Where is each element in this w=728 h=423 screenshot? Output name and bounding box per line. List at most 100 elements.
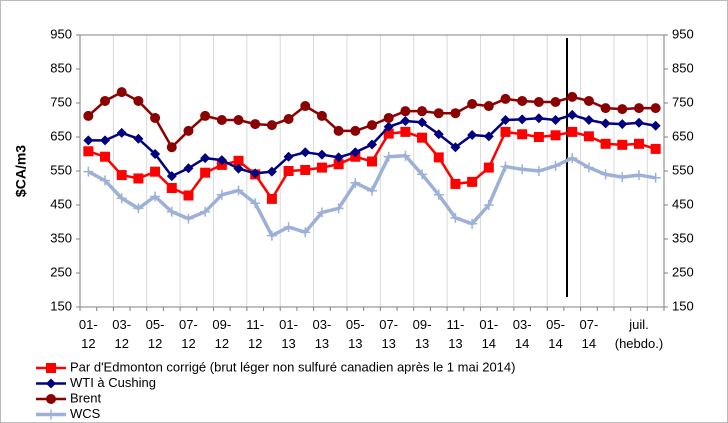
y2-tick-label: 750	[672, 94, 694, 109]
marker	[116, 170, 127, 181]
marker	[617, 119, 628, 130]
marker	[83, 166, 94, 177]
marker	[400, 106, 411, 117]
marker	[583, 115, 594, 125]
marker	[250, 168, 261, 179]
marker	[250, 119, 261, 130]
marker	[216, 115, 227, 125]
marker	[550, 130, 561, 141]
marker	[46, 394, 56, 404]
marker	[600, 103, 611, 114]
marker	[100, 95, 111, 106]
marker	[216, 189, 227, 200]
marker	[450, 108, 461, 119]
y-tick-label: 350	[50, 230, 72, 245]
x-tick-label: 11- 13	[446, 317, 465, 351]
marker	[367, 185, 377, 196]
marker	[333, 203, 344, 214]
marker	[617, 139, 628, 150]
y-tick-label: 250	[50, 264, 72, 279]
marker	[567, 109, 578, 120]
marker	[100, 175, 111, 186]
marker	[533, 96, 544, 107]
marker	[83, 146, 94, 157]
marker	[500, 93, 511, 104]
marker	[83, 135, 94, 146]
y2-tick-label: 150	[672, 298, 694, 313]
y-tick-label: 450	[50, 196, 72, 211]
marker	[266, 120, 277, 131]
marker	[467, 129, 478, 140]
marker	[166, 183, 177, 193]
marker	[633, 103, 644, 114]
marker	[650, 143, 661, 154]
marker	[133, 133, 144, 144]
marker	[550, 160, 561, 171]
series	[83, 87, 661, 153]
marker	[433, 189, 444, 200]
marker	[550, 115, 561, 125]
x-tick-label: 01- 13	[279, 317, 298, 351]
y-axis-label: $CA/m3	[13, 145, 29, 197]
marker	[467, 176, 478, 187]
x-tick-label: 09- 12	[212, 317, 232, 351]
marker	[650, 172, 661, 183]
marker	[300, 101, 311, 112]
marker	[633, 170, 644, 181]
marker	[350, 147, 361, 158]
marker	[483, 200, 494, 210]
marker	[200, 206, 211, 217]
x-tick-label: 07- 12	[179, 317, 198, 351]
marker	[250, 198, 261, 209]
marker	[150, 191, 161, 202]
marker	[517, 114, 528, 125]
marker	[316, 149, 327, 160]
marker	[383, 121, 394, 132]
marker	[383, 151, 394, 162]
x-tick-label: 01- 14	[479, 317, 499, 351]
marker	[450, 142, 461, 153]
marker	[300, 147, 311, 158]
x-tick-label: 05- 13	[345, 317, 365, 351]
y-tick-label: 650	[50, 128, 72, 143]
y-tick-label: 150	[50, 298, 72, 313]
marker	[183, 125, 194, 136]
marker	[216, 155, 227, 166]
marker	[500, 126, 511, 137]
marker	[200, 153, 211, 164]
marker	[266, 230, 277, 241]
marker	[233, 115, 244, 125]
marker	[600, 118, 611, 129]
marker	[46, 378, 56, 389]
marker	[650, 103, 661, 114]
marker	[133, 95, 144, 106]
marker	[567, 126, 578, 137]
marker	[583, 131, 594, 142]
marker	[166, 206, 177, 217]
marker	[517, 129, 528, 140]
marker	[450, 212, 461, 223]
marker	[233, 163, 244, 174]
marker	[500, 115, 511, 125]
marker	[300, 227, 311, 238]
marker	[333, 152, 344, 163]
marker	[633, 117, 644, 128]
marker	[183, 213, 194, 224]
marker	[600, 169, 611, 180]
x-tick-label: 03- 13	[312, 317, 332, 351]
y2-tick-label: 350	[672, 230, 694, 245]
marker	[100, 151, 111, 162]
legend-label: WTI à Cushing	[70, 375, 156, 390]
marker	[417, 169, 428, 180]
marker	[517, 95, 528, 106]
y-tick-label: 950	[50, 26, 72, 41]
marker	[367, 120, 377, 131]
marker	[567, 153, 578, 164]
marker	[617, 172, 628, 183]
marker	[116, 193, 127, 204]
marker	[100, 135, 111, 146]
marker	[233, 155, 244, 166]
marker	[450, 178, 461, 189]
y-tick-label: 850	[50, 60, 72, 75]
